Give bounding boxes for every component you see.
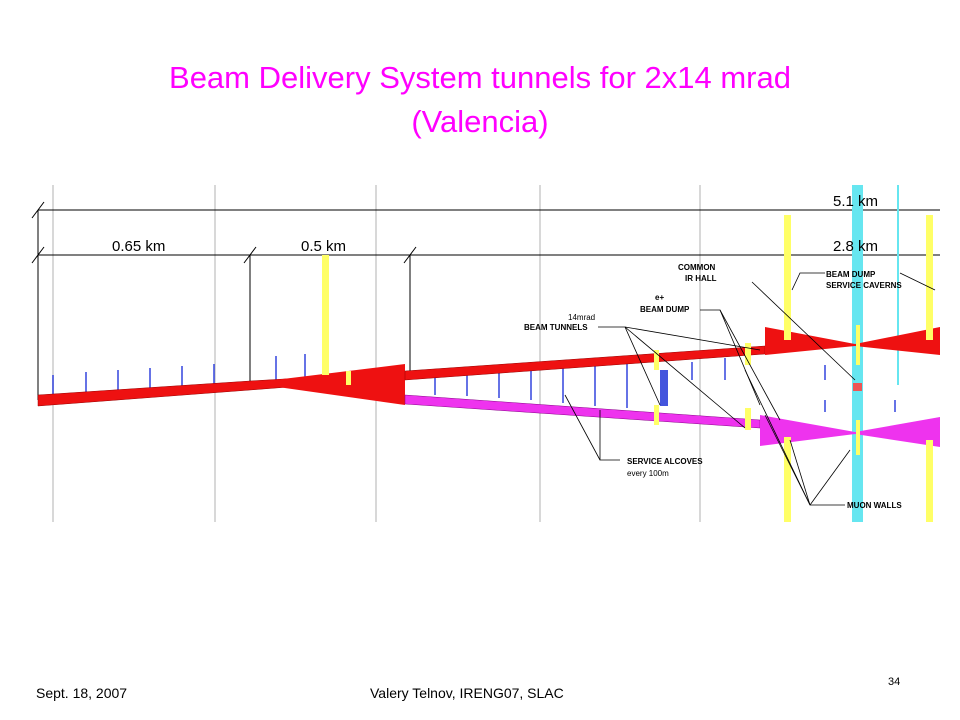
ip [853, 383, 862, 391]
label: SERVICE CAVERNS [826, 281, 902, 290]
positron-tunnel [404, 394, 761, 429]
muon-walls-group [322, 215, 933, 522]
label: SERVICE ALCOVES [627, 457, 703, 466]
label: BEAM DUMP [826, 270, 876, 279]
title-line: (Valencia) [411, 104, 549, 139]
leaders [564, 272, 936, 506]
label: MUON WALLS [847, 501, 902, 510]
positron-dump-tunnel [760, 415, 940, 447]
page-number: 34 [888, 676, 901, 688]
footer-author: Valery Telnov, IRENG07, SLAC [370, 685, 564, 701]
label: IR HALL [685, 274, 717, 283]
alcoves [52, 354, 896, 412]
label: 14mrad [568, 313, 595, 322]
label: COMMON [678, 263, 716, 272]
label: BEAM DUMP [640, 305, 690, 314]
footer-date: Sept. 18, 2007 [36, 685, 128, 701]
alcove-block [660, 370, 668, 406]
distance-label: 0.65 km [112, 238, 165, 255]
distance-label: 2.8 km [833, 238, 878, 255]
distance-label: 5.1 km [833, 193, 878, 210]
label: e+ [655, 293, 664, 302]
label: every 100m [627, 469, 669, 478]
dump-tunnel [765, 327, 940, 355]
splitter-cavern [250, 364, 405, 405]
distance-label: 0.5 km [301, 238, 346, 255]
title-line: Beam Delivery System tunnels for 2x14 mr… [169, 60, 791, 95]
label: BEAM TUNNELS [524, 323, 588, 332]
beam-tunnel [404, 345, 766, 381]
